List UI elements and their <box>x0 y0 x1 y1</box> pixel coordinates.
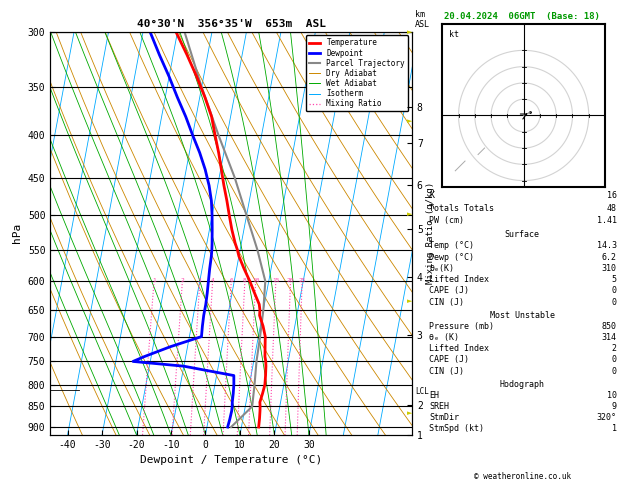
Text: 0: 0 <box>611 366 616 376</box>
Text: Lifted Index: Lifted Index <box>430 344 489 353</box>
Text: 8: 8 <box>243 278 247 283</box>
Text: © weatheronline.co.uk: © weatheronline.co.uk <box>474 472 571 481</box>
Text: ►: ► <box>406 211 412 217</box>
Text: 1: 1 <box>152 278 156 283</box>
Text: 10: 10 <box>252 278 259 283</box>
Text: Pressure (mb): Pressure (mb) <box>430 322 494 331</box>
Text: ►: ► <box>406 29 412 35</box>
Text: LCL: LCL <box>416 387 430 396</box>
Text: CIN (J): CIN (J) <box>430 297 464 307</box>
Text: 48: 48 <box>607 204 616 213</box>
Text: 10: 10 <box>607 391 616 400</box>
Text: 6.2: 6.2 <box>602 253 616 261</box>
Text: ►: ► <box>406 298 412 304</box>
Text: Surface: Surface <box>504 230 540 239</box>
Text: PW (cm): PW (cm) <box>430 216 464 225</box>
Text: 1: 1 <box>611 424 616 434</box>
Text: CAPE (J): CAPE (J) <box>430 355 469 364</box>
Text: θₑ (K): θₑ (K) <box>430 333 459 342</box>
Text: Lifted Index: Lifted Index <box>430 275 489 284</box>
Text: 310: 310 <box>602 264 616 273</box>
Text: Temp (°C): Temp (°C) <box>430 241 474 250</box>
Legend: Temperature, Dewpoint, Parcel Trajectory, Dry Adiabat, Wet Adiabat, Isotherm, Mi: Temperature, Dewpoint, Parcel Trajectory… <box>306 35 408 111</box>
Text: Hodograph: Hodograph <box>499 380 545 389</box>
Text: ►: ► <box>406 410 412 416</box>
Text: CAPE (J): CAPE (J) <box>430 286 469 295</box>
Text: 0: 0 <box>611 286 616 295</box>
Text: 15: 15 <box>272 278 279 283</box>
Text: ►: ► <box>406 119 412 124</box>
Text: Dewp (°C): Dewp (°C) <box>430 253 474 261</box>
Text: SREH: SREH <box>430 402 450 411</box>
Text: 4: 4 <box>211 278 214 283</box>
Text: Most Unstable: Most Unstable <box>489 311 555 320</box>
Text: 5: 5 <box>611 275 616 284</box>
Text: 3: 3 <box>198 278 202 283</box>
Text: 314: 314 <box>602 333 616 342</box>
X-axis label: Dewpoint / Temperature (°C): Dewpoint / Temperature (°C) <box>140 455 322 466</box>
Text: 0: 0 <box>611 355 616 364</box>
Text: 320°: 320° <box>597 413 616 422</box>
Text: 14.3: 14.3 <box>597 241 616 250</box>
Title: 40°30'N  356°35'W  653m  ASL: 40°30'N 356°35'W 653m ASL <box>136 19 326 30</box>
Text: 2: 2 <box>181 278 184 283</box>
Text: 9: 9 <box>611 402 616 411</box>
Text: 6: 6 <box>229 278 233 283</box>
Text: km
ASL: km ASL <box>415 10 430 29</box>
Text: 25: 25 <box>298 278 306 283</box>
Text: kt: kt <box>448 30 459 39</box>
Y-axis label: hPa: hPa <box>13 223 22 243</box>
Text: 20: 20 <box>287 278 294 283</box>
Text: Totals Totals: Totals Totals <box>430 204 494 213</box>
Text: StmDir: StmDir <box>430 413 459 422</box>
Text: 850: 850 <box>602 322 616 331</box>
Text: 20.04.2024  06GMT  (Base: 18): 20.04.2024 06GMT (Base: 18) <box>444 12 600 21</box>
Text: 2: 2 <box>611 344 616 353</box>
Text: 0: 0 <box>611 297 616 307</box>
Text: EH: EH <box>430 391 440 400</box>
Text: θₑ(K): θₑ(K) <box>430 264 455 273</box>
Y-axis label: Mixing Ratio (g/kg): Mixing Ratio (g/kg) <box>425 182 435 284</box>
Text: 1.41: 1.41 <box>597 216 616 225</box>
Text: StmSpd (kt): StmSpd (kt) <box>430 424 484 434</box>
Text: K: K <box>430 191 435 200</box>
Text: CIN (J): CIN (J) <box>430 366 464 376</box>
Text: 16: 16 <box>607 191 616 200</box>
